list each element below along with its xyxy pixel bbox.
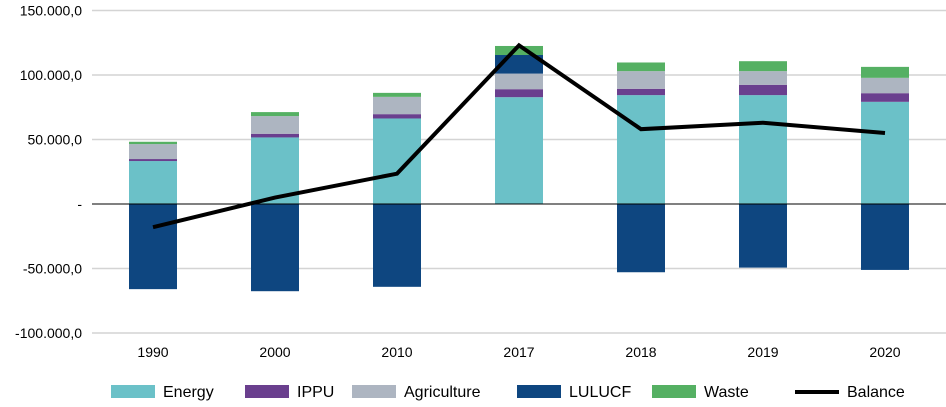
bar-ippu-2019: [739, 85, 787, 95]
bar-waste-2010: [373, 93, 421, 97]
bar-waste-2019: [739, 61, 787, 71]
x-axis: 1990 2000 2010 2017 2018 2019 2020: [137, 344, 900, 360]
x-tick-label: 2018: [625, 344, 656, 360]
legend-label: Energy: [163, 384, 214, 401]
bar-energy-2010: [373, 118, 421, 204]
legend-swatch-agriculture: [352, 385, 396, 398]
bar-agriculture-2019: [739, 71, 787, 85]
bar-ippu-2010: [373, 114, 421, 118]
bar-ippu-2000: [251, 134, 299, 138]
bar-energy-2019: [739, 95, 787, 204]
legend-label: IPPU: [297, 384, 334, 401]
bar-energy-1990: [129, 161, 177, 204]
legend-swatch-waste: [652, 385, 696, 398]
legend-label: Balance: [847, 384, 905, 401]
legend-swatch-ippu: [245, 385, 289, 398]
bar-agriculture-1990: [129, 144, 177, 159]
bar-lulucf-2018: [617, 204, 665, 272]
legend-item-agriculture: Agriculture: [352, 384, 481, 401]
bar-waste-1990: [129, 142, 177, 144]
bar-lulucf-2019: [739, 204, 787, 268]
bar-lulucf-2020: [861, 204, 909, 270]
bar-agriculture-2017: [495, 74, 543, 90]
legend: Energy IPPU Agriculture LULUCF Waste Balance: [111, 384, 905, 401]
bar-ippu-2018: [617, 89, 665, 95]
x-tick-label: 2019: [747, 344, 778, 360]
y-tick-label: 100.000,0: [20, 67, 82, 83]
bar-energy-2017: [495, 97, 543, 204]
bar-agriculture-2000: [251, 116, 299, 134]
bar-waste-2000: [251, 112, 299, 116]
bar-lulucf-1990: [129, 204, 177, 289]
y-tick-label: -50.000,0: [23, 261, 82, 277]
bars: [129, 46, 909, 291]
legend-swatch-lulucf: [517, 385, 561, 398]
bar-lulucf-2010: [373, 204, 421, 287]
legend-item-balance: Balance: [795, 384, 905, 401]
bar-lulucf-2000: [251, 204, 299, 291]
x-tick-label: 2020: [869, 344, 900, 360]
bar-ippu-1990: [129, 159, 177, 161]
bar-ippu-2020: [861, 93, 909, 102]
bar-waste-2018: [617, 62, 665, 71]
x-tick-label: 2000: [259, 344, 290, 360]
legend-item-waste: Waste: [652, 384, 749, 401]
x-tick-label: 1990: [137, 344, 168, 360]
x-tick-label: 2010: [381, 344, 412, 360]
legend-item-lulucf: LULUCF: [517, 384, 631, 401]
y-tick-label: 50.000,0: [28, 132, 83, 148]
x-tick-label: 2017: [503, 344, 534, 360]
bar-energy-2020: [861, 102, 909, 204]
y-tick-label: 150.000,0: [20, 3, 82, 19]
bar-agriculture-2010: [373, 97, 421, 114]
legend-item-energy: Energy: [111, 384, 214, 401]
bar-ippu-2017: [495, 89, 543, 97]
legend-item-ippu: IPPU: [245, 384, 334, 401]
bar-energy-2018: [617, 95, 665, 204]
y-tick-label: -: [77, 196, 82, 212]
y-axis: 150.000,0 100.000,0 50.000,0 - -50.000,0 -100…: [15, 3, 82, 342]
legend-label: Agriculture: [404, 384, 481, 401]
y-tick-label: -100.000,0: [15, 325, 82, 341]
bar-agriculture-2020: [861, 78, 909, 93]
legend-label: LULUCF: [569, 384, 631, 401]
bar-agriculture-2018: [617, 71, 665, 89]
legend-label: Waste: [704, 384, 749, 401]
legend-swatch-energy: [111, 385, 155, 398]
bar-waste-2020: [861, 67, 909, 78]
